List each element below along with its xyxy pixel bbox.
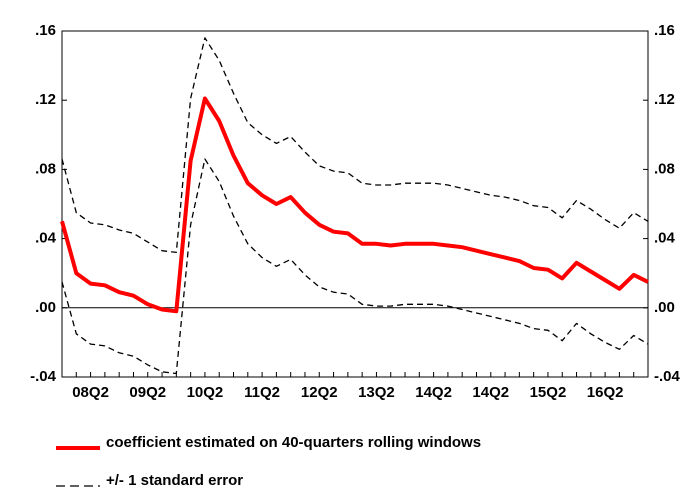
plot-frame: [61, 30, 649, 378]
y2-tick-label: .08: [654, 160, 675, 177]
x-tick-label: 16Q2: [587, 384, 624, 401]
series-line: [61, 37, 649, 254]
x-tick-label: 15Q2: [530, 384, 567, 401]
y-tick-label: .16: [35, 22, 56, 39]
x-tick-label: 12Q2: [301, 384, 338, 401]
x-tick-label: 10Q2: [187, 384, 224, 401]
x-tick-label: 14Q2: [415, 384, 452, 401]
y2-tick-label: .04: [654, 230, 676, 247]
x-tick-label: 14Q2: [472, 384, 509, 401]
y2-tick-label: .00: [654, 299, 675, 316]
y2-tick-label: .16: [654, 22, 675, 39]
x-tick-label: 08Q2: [72, 384, 109, 401]
legend-label: +/- 1 standard error: [106, 472, 243, 489]
y-tick-label: -.04: [30, 368, 57, 385]
x-tick-label: 11Q2: [244, 384, 280, 401]
x-tick-label: 13Q2: [358, 384, 395, 401]
y2-tick-label: .12: [654, 91, 675, 108]
series-line: [61, 158, 649, 375]
x-tick-label: 09Q2: [129, 384, 166, 401]
y2-tick-label: -.04: [654, 368, 681, 385]
y-tick-label: .08: [35, 160, 56, 177]
series-line: [60, 96, 649, 314]
legend-label: coefficient estimated on 40-quarters rol…: [106, 434, 481, 451]
y-tick-label: .00: [35, 299, 56, 316]
y-tick-label: .04: [35, 230, 57, 247]
y-tick-label: .12: [35, 91, 56, 108]
